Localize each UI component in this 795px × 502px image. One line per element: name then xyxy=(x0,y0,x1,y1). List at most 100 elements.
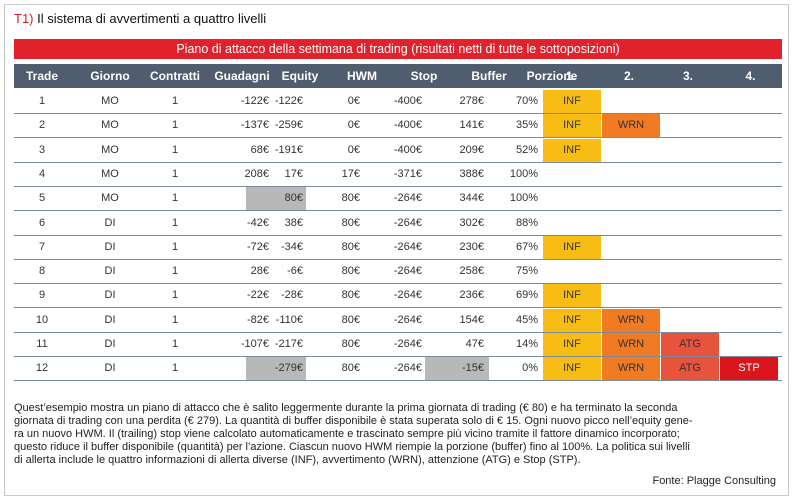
table-row: 8 DI 1 28€ -6€ 80€ -264€ 258€ 75% xyxy=(14,260,782,285)
cell-hwm: 80€ xyxy=(341,265,360,278)
cell-stop: -264€ xyxy=(393,192,422,205)
cell-trade: 2 xyxy=(38,119,46,132)
cell-porzione: 75% xyxy=(515,265,538,278)
cell-porzione: 69% xyxy=(515,289,538,302)
highlight-cell xyxy=(246,187,306,211)
cell-stop: -400€ xyxy=(393,119,422,132)
cell-hwm: 17€ xyxy=(341,167,360,180)
cell-equity: 80€ xyxy=(284,192,303,205)
cell-hwm: 80€ xyxy=(341,362,360,375)
cell-buffer: 47€ xyxy=(465,338,484,350)
column-header-level-3: 3. xyxy=(682,69,693,83)
cell-giorno: MO xyxy=(101,192,119,205)
cell-stop: -264€ xyxy=(393,362,422,375)
cell-hwm: 80€ xyxy=(341,216,360,229)
table-row: 9 DI 1 -22€ -28€ 80€ -264€ 236€ 69% INF xyxy=(14,284,782,309)
column-header-guadagni: Guadagni xyxy=(214,69,270,83)
alert-badge-wrn: WRN xyxy=(602,308,660,332)
cell-stop: -264€ xyxy=(393,216,422,229)
cell-porzione: 14% xyxy=(515,338,538,350)
table-row: 11 DI 1 -107€ -217€ 80€ -264€ 47€ 14% INF WRN ATG xyxy=(14,333,782,357)
column-header-buffer: Buffer xyxy=(471,69,507,83)
cell-contratti: 1 xyxy=(171,240,179,253)
cell-contratti: 1 xyxy=(171,313,179,326)
table-banner: Piano di attacco della settimana di trad… xyxy=(14,39,782,59)
cell-stop: -400€ xyxy=(393,143,422,156)
alert-badge-inf: INF xyxy=(543,114,601,138)
description-line: giornata di trading con una perdita (€ 2… xyxy=(14,415,693,427)
cell-equity: 38€ xyxy=(284,216,303,229)
alert-badge-atg: ATG xyxy=(661,357,719,381)
cell-buffer: 388€ xyxy=(459,167,484,180)
cell-stop: -264€ xyxy=(393,313,422,326)
cell-stop: -371€ xyxy=(393,167,422,180)
cell-hwm: 0€ xyxy=(347,143,360,156)
cell-trade: 10 xyxy=(35,313,49,326)
cell-giorno: MO xyxy=(101,167,119,180)
column-header-level-2: 2. xyxy=(623,69,634,83)
cell-equity: -279€ xyxy=(274,362,303,375)
cell-buffer: 141€ xyxy=(459,119,484,132)
cell-contratti: 1 xyxy=(171,362,179,375)
cell-trade: 6 xyxy=(38,216,46,229)
cell-giorno: DI xyxy=(104,362,116,375)
cell-stop: -264€ xyxy=(393,289,422,302)
column-header-stop: Stop xyxy=(410,69,438,83)
source-credit: Fonte: Plagge Consulting xyxy=(652,475,776,487)
cell-guadagni: -122€ xyxy=(240,95,269,107)
alert-badge-inf: INF xyxy=(543,138,601,162)
column-header-giorno: Giorno xyxy=(90,69,130,83)
cell-guadagni: -82€ xyxy=(246,313,269,326)
cell-buffer: 236€ xyxy=(459,289,484,302)
cell-giorno: MO xyxy=(101,119,119,132)
cell-stop: -264€ xyxy=(393,240,422,253)
table-row: 6 DI 1 -42€ 38€ 80€ -264€ 302€ 88% xyxy=(14,212,782,236)
cell-guadagni: -137€ xyxy=(240,119,269,132)
table-row: 10 DI 1 -82€ -110€ 80€ -264€ 154€ 45% INF WRN xyxy=(14,308,782,333)
cell-contratti: 1 xyxy=(171,167,179,180)
alert-badge-wrn: WRN xyxy=(602,357,660,381)
column-header-level-1: 1. xyxy=(565,69,576,83)
alert-badge-inf: INF xyxy=(543,308,601,332)
cell-buffer: 258€ xyxy=(459,265,484,278)
description-line: questo riduce il buffer disponibile (qua… xyxy=(14,441,690,453)
cell-stop: -264€ xyxy=(393,338,422,350)
cell-buffer: 302€ xyxy=(459,216,484,229)
alert-badge-wrn: WRN xyxy=(602,114,660,138)
cell-trade: 5 xyxy=(38,192,46,205)
description: Quest’esempio mostra un piano di attacco… xyxy=(14,402,782,467)
cell-porzione: 88% xyxy=(515,216,538,229)
cell-trade: 12 xyxy=(35,362,49,375)
cell-trade: 7 xyxy=(38,240,46,253)
cell-porzione: 100% xyxy=(509,167,538,180)
cell-stop: -264€ xyxy=(393,265,422,278)
cell-giorno: DI xyxy=(104,265,116,278)
cell-hwm: 80€ xyxy=(341,338,360,350)
alert-badge-atg: ATG xyxy=(661,333,719,356)
cell-giorno: DI xyxy=(104,289,116,302)
table-row: 5MO163€80€80€-264€344€100% xyxy=(14,187,782,212)
cell-giorno: MO xyxy=(101,143,119,156)
cell-giorno: DI xyxy=(104,240,116,253)
cell-equity: -217€ xyxy=(274,338,303,350)
table-row: 2 MO 1 -137€ -259€ 0€ -400€ 141€ 35% INF WRN xyxy=(14,114,782,139)
alert-badge-inf: INF xyxy=(543,90,601,113)
alert-badge-inf: INF xyxy=(543,333,601,356)
cell-porzione: 67% xyxy=(515,240,538,253)
cell-hwm: 80€ xyxy=(341,289,360,302)
cell-equity: -259€ xyxy=(274,119,303,132)
cell-trade: 8 xyxy=(38,265,46,278)
cell-trade: 4 xyxy=(38,167,46,180)
cell-buffer: 209€ xyxy=(459,143,484,156)
alert-badge-inf: INF xyxy=(543,357,601,381)
cell-guadagni: -107€ xyxy=(240,338,269,350)
description-line: Quest’esempio mostra un piano di attacco… xyxy=(14,402,678,414)
cell-giorno: MO xyxy=(101,95,119,107)
cell-trade: 3 xyxy=(38,143,46,156)
cell-hwm: 0€ xyxy=(347,119,360,132)
cell-guadagni: 68€ xyxy=(250,143,269,156)
table-row: 7 DI 1 -72€ -34€ 80€ -264€ 230€ 67% INF xyxy=(14,235,782,260)
cell-equity: -122€ xyxy=(274,95,303,107)
cell-guadagni: -42€ xyxy=(246,216,269,229)
